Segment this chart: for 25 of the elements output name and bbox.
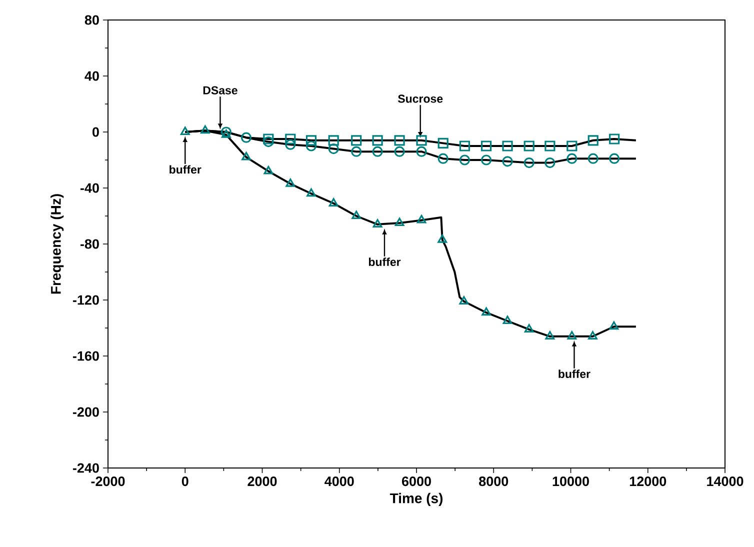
y-tick-label: 0	[92, 127, 99, 137]
annotation: Sucrose	[398, 94, 443, 103]
x-tick-label: -2000	[91, 476, 125, 486]
annotation: buffer	[170, 165, 202, 174]
y-axis-title: Frequency (Hz)	[50, 194, 64, 294]
x-tick-label: 6000	[402, 476, 431, 486]
y-tick-label: -80	[80, 239, 99, 249]
x-tick-label: 14000	[707, 476, 744, 486]
y-tick-label: 40	[84, 71, 99, 81]
x-tick-label: 4000	[324, 476, 354, 486]
y-tick-label: -160	[72, 351, 99, 361]
y-tick-label: -240	[72, 463, 99, 473]
x-axis-title: Time (s)	[390, 492, 443, 506]
x-tick-label: 12000	[630, 476, 666, 486]
annotation: buffer	[368, 258, 401, 266]
x-tick-label: 10000	[552, 476, 589, 486]
annotation: DSase	[203, 86, 238, 94]
y-tick-label: -120	[72, 295, 99, 305]
annotation: buffer	[558, 370, 590, 378]
y-tick-label: -200	[72, 407, 99, 417]
x-tick-label: 0	[182, 476, 188, 486]
x-tick-label: 8000	[479, 476, 508, 486]
x-tick-label: 2000	[248, 476, 277, 486]
y-tick-label: -40	[80, 183, 99, 193]
y-tick-label: 80	[84, 15, 99, 25]
